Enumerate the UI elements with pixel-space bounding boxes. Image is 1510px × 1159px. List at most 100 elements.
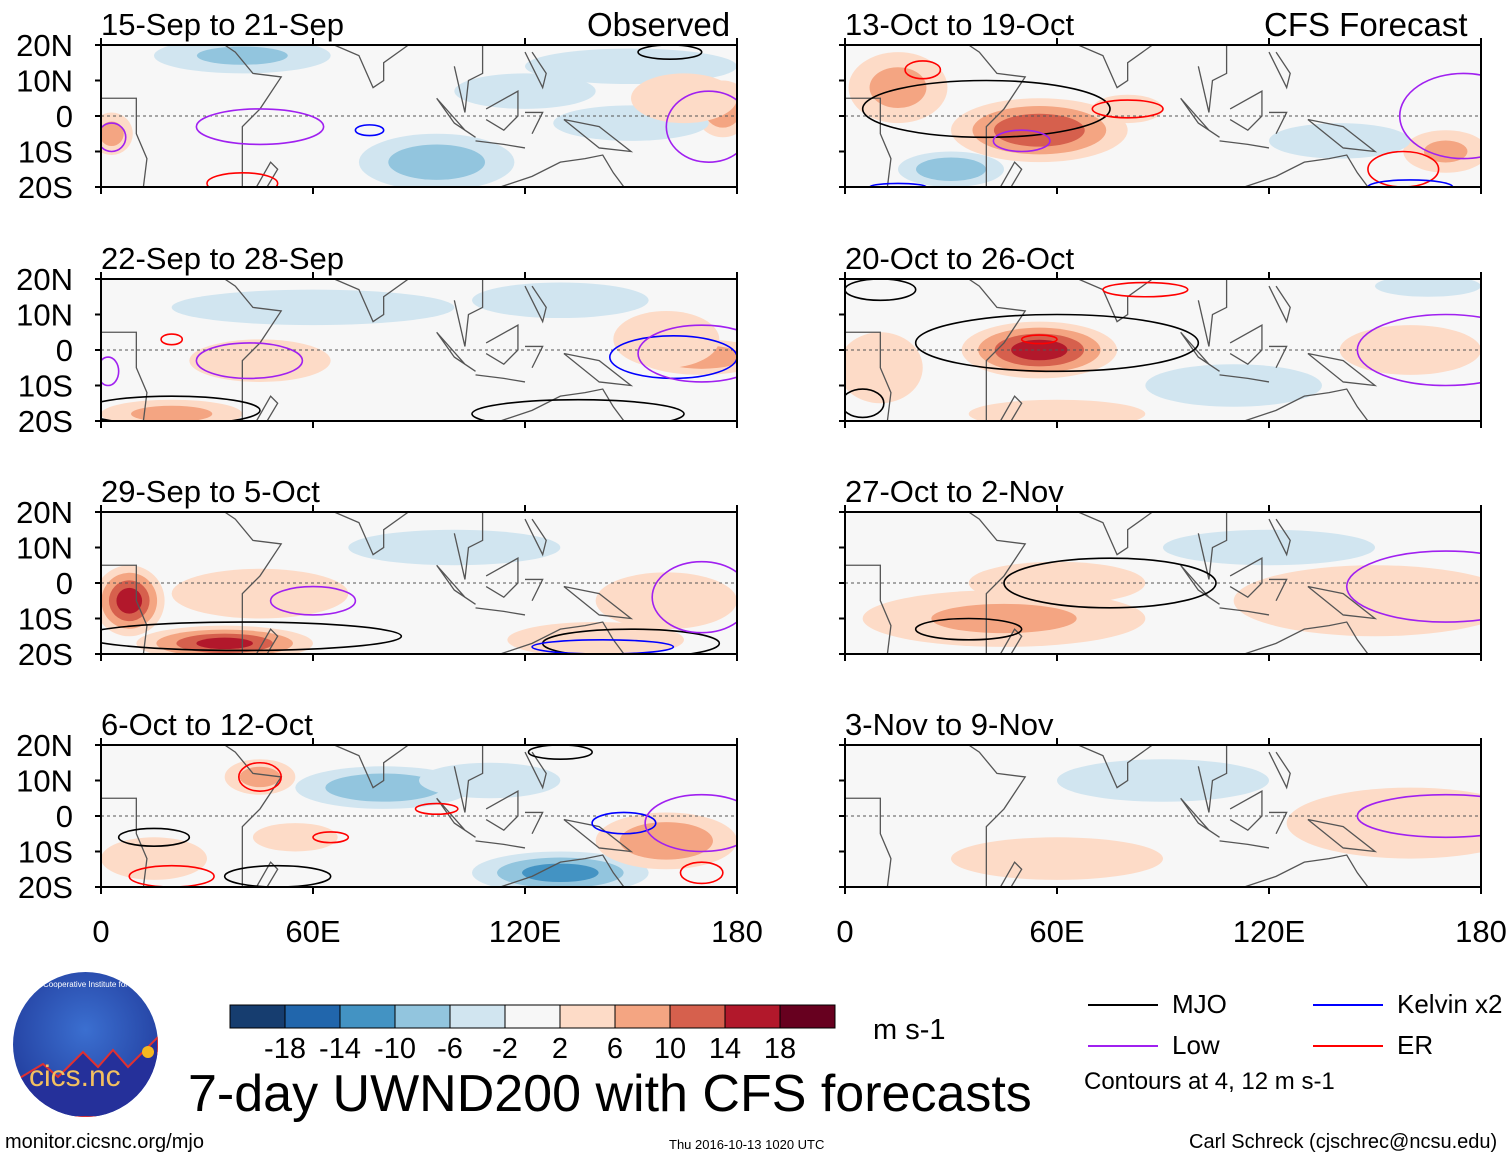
x-tick-label: 180 bbox=[1455, 914, 1507, 949]
contour-er bbox=[206, 172, 279, 187]
panel-title: 6-Oct to 12-Oct bbox=[101, 707, 313, 742]
anomaly-shading bbox=[101, 837, 207, 880]
contour-low bbox=[992, 129, 1051, 153]
colorbar-label: 14 bbox=[709, 1033, 741, 1065]
y-tick-label: 20N bbox=[16, 495, 73, 530]
panel-content bbox=[845, 45, 1481, 187]
coastline bbox=[475, 374, 526, 383]
contour-low bbox=[665, 90, 737, 163]
anomaly-shading bbox=[325, 773, 442, 802]
anomaly-shading bbox=[507, 622, 684, 654]
coastline bbox=[563, 585, 634, 620]
coastline bbox=[500, 154, 625, 187]
contour-mjo bbox=[845, 279, 917, 302]
coastline bbox=[224, 745, 283, 887]
contour-mjo bbox=[101, 621, 403, 652]
colorbar-label: -6 bbox=[437, 1033, 463, 1065]
coastline bbox=[101, 97, 148, 187]
y-tick-label: 10S bbox=[18, 835, 73, 870]
contour-mjo bbox=[914, 313, 1200, 373]
coastline bbox=[999, 395, 1023, 421]
colorbar: -18 -14 -10 -6 -2 2 6 10 14 18 bbox=[229, 1004, 836, 1065]
coastline bbox=[224, 279, 283, 421]
map-panel: 27-Oct to 2-Nov bbox=[839, 474, 1482, 661]
y-tick-label: 20S bbox=[18, 170, 73, 205]
coastline bbox=[302, 45, 409, 89]
x-tick-label: 60E bbox=[285, 914, 340, 949]
contour-kelvin bbox=[354, 124, 385, 137]
coastline bbox=[845, 797, 892, 887]
coastline bbox=[1180, 97, 1220, 138]
contour-low bbox=[644, 793, 737, 853]
coastline bbox=[101, 331, 148, 421]
panel-title: 29-Sep to 5-Oct bbox=[101, 474, 320, 509]
coastline bbox=[845, 97, 892, 187]
coastline bbox=[999, 161, 1023, 187]
contour-low bbox=[1356, 793, 1481, 839]
coastline bbox=[1197, 512, 1228, 580]
anomaly-shading bbox=[595, 572, 737, 630]
panel-title: 27-Oct to 2-Nov bbox=[845, 474, 1064, 509]
contour-low bbox=[637, 324, 737, 383]
observed-label: Observed bbox=[587, 6, 731, 43]
y-tick-label: 0 bbox=[56, 566, 73, 601]
coastline bbox=[1046, 512, 1153, 556]
coastline bbox=[1180, 797, 1220, 838]
anomaly-shading bbox=[1233, 565, 1481, 637]
contour-low bbox=[101, 356, 120, 387]
coastline bbox=[255, 395, 279, 421]
coastline bbox=[563, 352, 634, 387]
colorbar-swatch bbox=[724, 1004, 781, 1029]
panel-title: 13-Oct to 19-Oct bbox=[845, 7, 1075, 42]
anomaly-shading bbox=[1269, 123, 1411, 159]
footer-url[interactable]: monitor.cicsnc.org/mjo bbox=[5, 1131, 204, 1153]
y-tick-label: 10N bbox=[16, 298, 73, 333]
coastline bbox=[1219, 140, 1270, 149]
contour-er bbox=[414, 802, 459, 816]
coastline bbox=[1268, 518, 1291, 557]
anomaly-shading bbox=[869, 67, 927, 109]
colorbar-swatch bbox=[559, 1004, 616, 1029]
anomaly-shading bbox=[471, 282, 649, 319]
anomaly-shading bbox=[239, 766, 281, 788]
y-tick-label: 20N bbox=[16, 728, 73, 763]
coastline bbox=[436, 797, 476, 838]
contour-mjo bbox=[637, 45, 703, 60]
panel-content bbox=[101, 512, 737, 654]
coastline bbox=[1219, 840, 1270, 849]
contour-kelvin bbox=[531, 639, 675, 654]
anomaly-shading bbox=[348, 529, 561, 566]
coastline bbox=[1197, 745, 1228, 813]
x-tick-label: 180 bbox=[711, 914, 763, 949]
colorbar-label: 18 bbox=[764, 1033, 796, 1065]
coastline bbox=[525, 345, 544, 369]
units-label: m s-1 bbox=[873, 1014, 946, 1046]
panel-title: 15-Sep to 21-Sep bbox=[101, 7, 344, 42]
colorbar-swatch bbox=[284, 1004, 341, 1029]
anomaly-shading bbox=[171, 568, 349, 619]
coastline bbox=[1307, 585, 1378, 620]
legend-line-low bbox=[1088, 1045, 1158, 1047]
contour-mjo bbox=[117, 827, 191, 847]
coastline bbox=[525, 811, 544, 835]
coastline bbox=[1046, 45, 1153, 89]
coastline bbox=[436, 564, 476, 605]
contour-low bbox=[1398, 72, 1481, 160]
anomaly-shading bbox=[1423, 140, 1468, 163]
y-tick-label: 0 bbox=[56, 333, 73, 368]
x-tick-label: 60E bbox=[1029, 914, 1084, 949]
x-tick-label: 120E bbox=[1233, 914, 1305, 949]
footer-author: Carl Schreck (cjschrec@ncsu.edu) bbox=[1189, 1131, 1498, 1153]
anomaly-shading bbox=[1145, 364, 1322, 407]
coastline bbox=[845, 331, 892, 421]
coastline bbox=[475, 840, 526, 849]
anomaly-shading bbox=[252, 823, 338, 852]
colorbar-label: -18 bbox=[264, 1033, 306, 1065]
coastline bbox=[1269, 578, 1288, 602]
coastline bbox=[845, 564, 892, 654]
coastline bbox=[524, 751, 547, 790]
coastline bbox=[524, 518, 547, 557]
panel-content bbox=[101, 279, 737, 421]
contour-mjo bbox=[527, 745, 593, 760]
